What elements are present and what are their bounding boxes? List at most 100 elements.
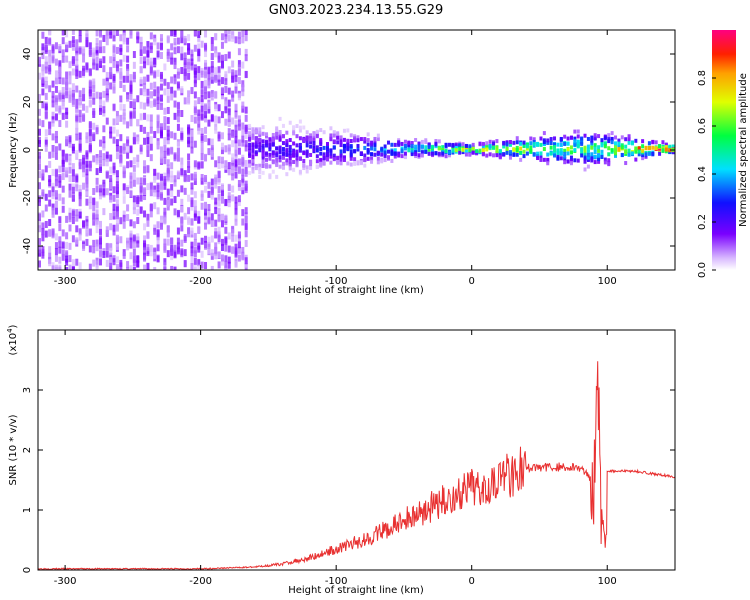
heatmap-cell bbox=[329, 160, 333, 165]
heatmap-cell bbox=[539, 142, 543, 147]
heatmap-cell bbox=[58, 236, 62, 244]
heatmap-cell bbox=[624, 161, 628, 166]
heatmap-cell bbox=[319, 142, 323, 147]
heatmap-cell bbox=[122, 104, 126, 112]
heatmap-cell bbox=[227, 34, 231, 42]
heatmap-cell bbox=[92, 155, 96, 163]
heatmap-cell bbox=[197, 123, 201, 131]
heatmap-cell bbox=[217, 116, 221, 124]
heatmap-cell bbox=[542, 131, 546, 136]
heatmap-cell bbox=[105, 151, 109, 159]
heatmap-cell bbox=[251, 129, 255, 134]
heatmap-cell bbox=[217, 156, 221, 164]
heatmap-cell bbox=[227, 261, 231, 269]
heatmap-cell bbox=[126, 145, 130, 153]
heatmap-cell bbox=[231, 229, 235, 237]
heatmap-cell bbox=[275, 131, 279, 136]
heatmap-cell bbox=[288, 138, 292, 143]
heatmap-cell bbox=[109, 56, 113, 64]
heatmap-cell bbox=[41, 228, 45, 236]
x-tick-label: -300 bbox=[54, 576, 77, 587]
heatmap-cell bbox=[400, 141, 404, 146]
heatmap-cell bbox=[136, 119, 140, 127]
heatmap-cell bbox=[65, 215, 69, 223]
heatmap-cell bbox=[163, 197, 167, 205]
heatmap-cell bbox=[485, 144, 489, 149]
heatmap-cell bbox=[593, 135, 597, 140]
heatmap-cell bbox=[234, 159, 238, 167]
heatmap-cell bbox=[112, 203, 116, 211]
heatmap-cell bbox=[332, 145, 336, 150]
heatmap-cell bbox=[386, 155, 390, 160]
heatmap-cell bbox=[180, 205, 184, 213]
heatmap-cell bbox=[217, 186, 221, 194]
heatmap-cell bbox=[271, 153, 275, 158]
heatmap-cell bbox=[41, 68, 45, 76]
heatmap-cell bbox=[54, 113, 58, 121]
heatmap-cell bbox=[231, 90, 235, 98]
heatmap-cell bbox=[214, 46, 218, 54]
heatmap-cell bbox=[109, 131, 113, 139]
heatmap-cell bbox=[281, 141, 285, 146]
heatmap-cell bbox=[41, 101, 45, 109]
heatmap-cell bbox=[583, 145, 587, 150]
heatmap-cell bbox=[136, 177, 140, 185]
heatmap-cell bbox=[349, 139, 353, 144]
heatmap-cell bbox=[248, 151, 252, 156]
heatmap-cell bbox=[48, 37, 52, 45]
heatmap-cell bbox=[82, 113, 86, 121]
snr-x-ticks: -300 -200 -100 0 100 bbox=[54, 330, 617, 587]
heatmap-cell bbox=[71, 93, 75, 101]
heatmap-cell bbox=[217, 231, 221, 239]
heatmap-cell bbox=[573, 136, 577, 141]
heatmap-cell bbox=[220, 142, 224, 150]
heatmap-cell bbox=[109, 213, 113, 221]
heatmap-cell bbox=[180, 86, 184, 94]
heatmap-cell bbox=[251, 166, 255, 171]
heatmap-cell bbox=[61, 165, 65, 173]
heatmap-cell bbox=[95, 63, 99, 71]
heatmap-cell bbox=[85, 160, 89, 168]
heatmap-cell bbox=[356, 138, 360, 143]
heatmap-cell bbox=[204, 59, 208, 67]
heatmap-cell bbox=[190, 63, 194, 71]
heatmap-cell bbox=[166, 95, 170, 103]
heatmap-cell bbox=[207, 67, 211, 75]
heatmap-cell bbox=[207, 101, 211, 109]
heatmap-cell bbox=[278, 155, 282, 160]
heatmap-cell bbox=[237, 158, 241, 166]
heatmap-cell bbox=[488, 139, 492, 144]
heatmap-cell bbox=[234, 103, 238, 111]
heatmap-cell bbox=[166, 188, 170, 196]
heatmap-cell bbox=[573, 142, 577, 147]
heatmap-cell bbox=[261, 125, 265, 130]
heatmap-cell bbox=[515, 147, 519, 152]
heatmap-cell bbox=[224, 54, 228, 62]
heatmap-cell bbox=[204, 42, 208, 50]
heatmap-cell bbox=[607, 136, 611, 141]
heatmap-cell bbox=[197, 31, 201, 39]
heatmap-cell bbox=[292, 126, 296, 131]
heatmap-cell bbox=[305, 139, 309, 144]
heatmap-cell bbox=[190, 187, 194, 195]
heatmap-cell bbox=[68, 224, 72, 232]
heatmap-cell bbox=[51, 111, 55, 119]
heatmap-cell bbox=[61, 112, 65, 120]
heatmap-cell bbox=[112, 126, 116, 134]
heatmap-cell bbox=[607, 158, 611, 163]
heatmap-cell bbox=[237, 180, 241, 188]
heatmap-cell bbox=[383, 158, 387, 163]
heatmap-cell bbox=[546, 140, 550, 145]
heatmap-cell bbox=[170, 52, 174, 60]
heatmap-cell bbox=[593, 133, 597, 138]
heatmap-cell bbox=[92, 85, 96, 93]
heatmap-cell bbox=[237, 254, 241, 262]
heatmap-cell bbox=[187, 140, 191, 148]
heatmap-cell bbox=[41, 169, 45, 177]
heatmap-cell bbox=[129, 219, 133, 227]
heatmap-cell bbox=[58, 216, 62, 224]
heatmap-cell bbox=[38, 225, 41, 233]
heatmap-cell bbox=[65, 167, 69, 175]
heatmap-cell bbox=[519, 157, 523, 162]
